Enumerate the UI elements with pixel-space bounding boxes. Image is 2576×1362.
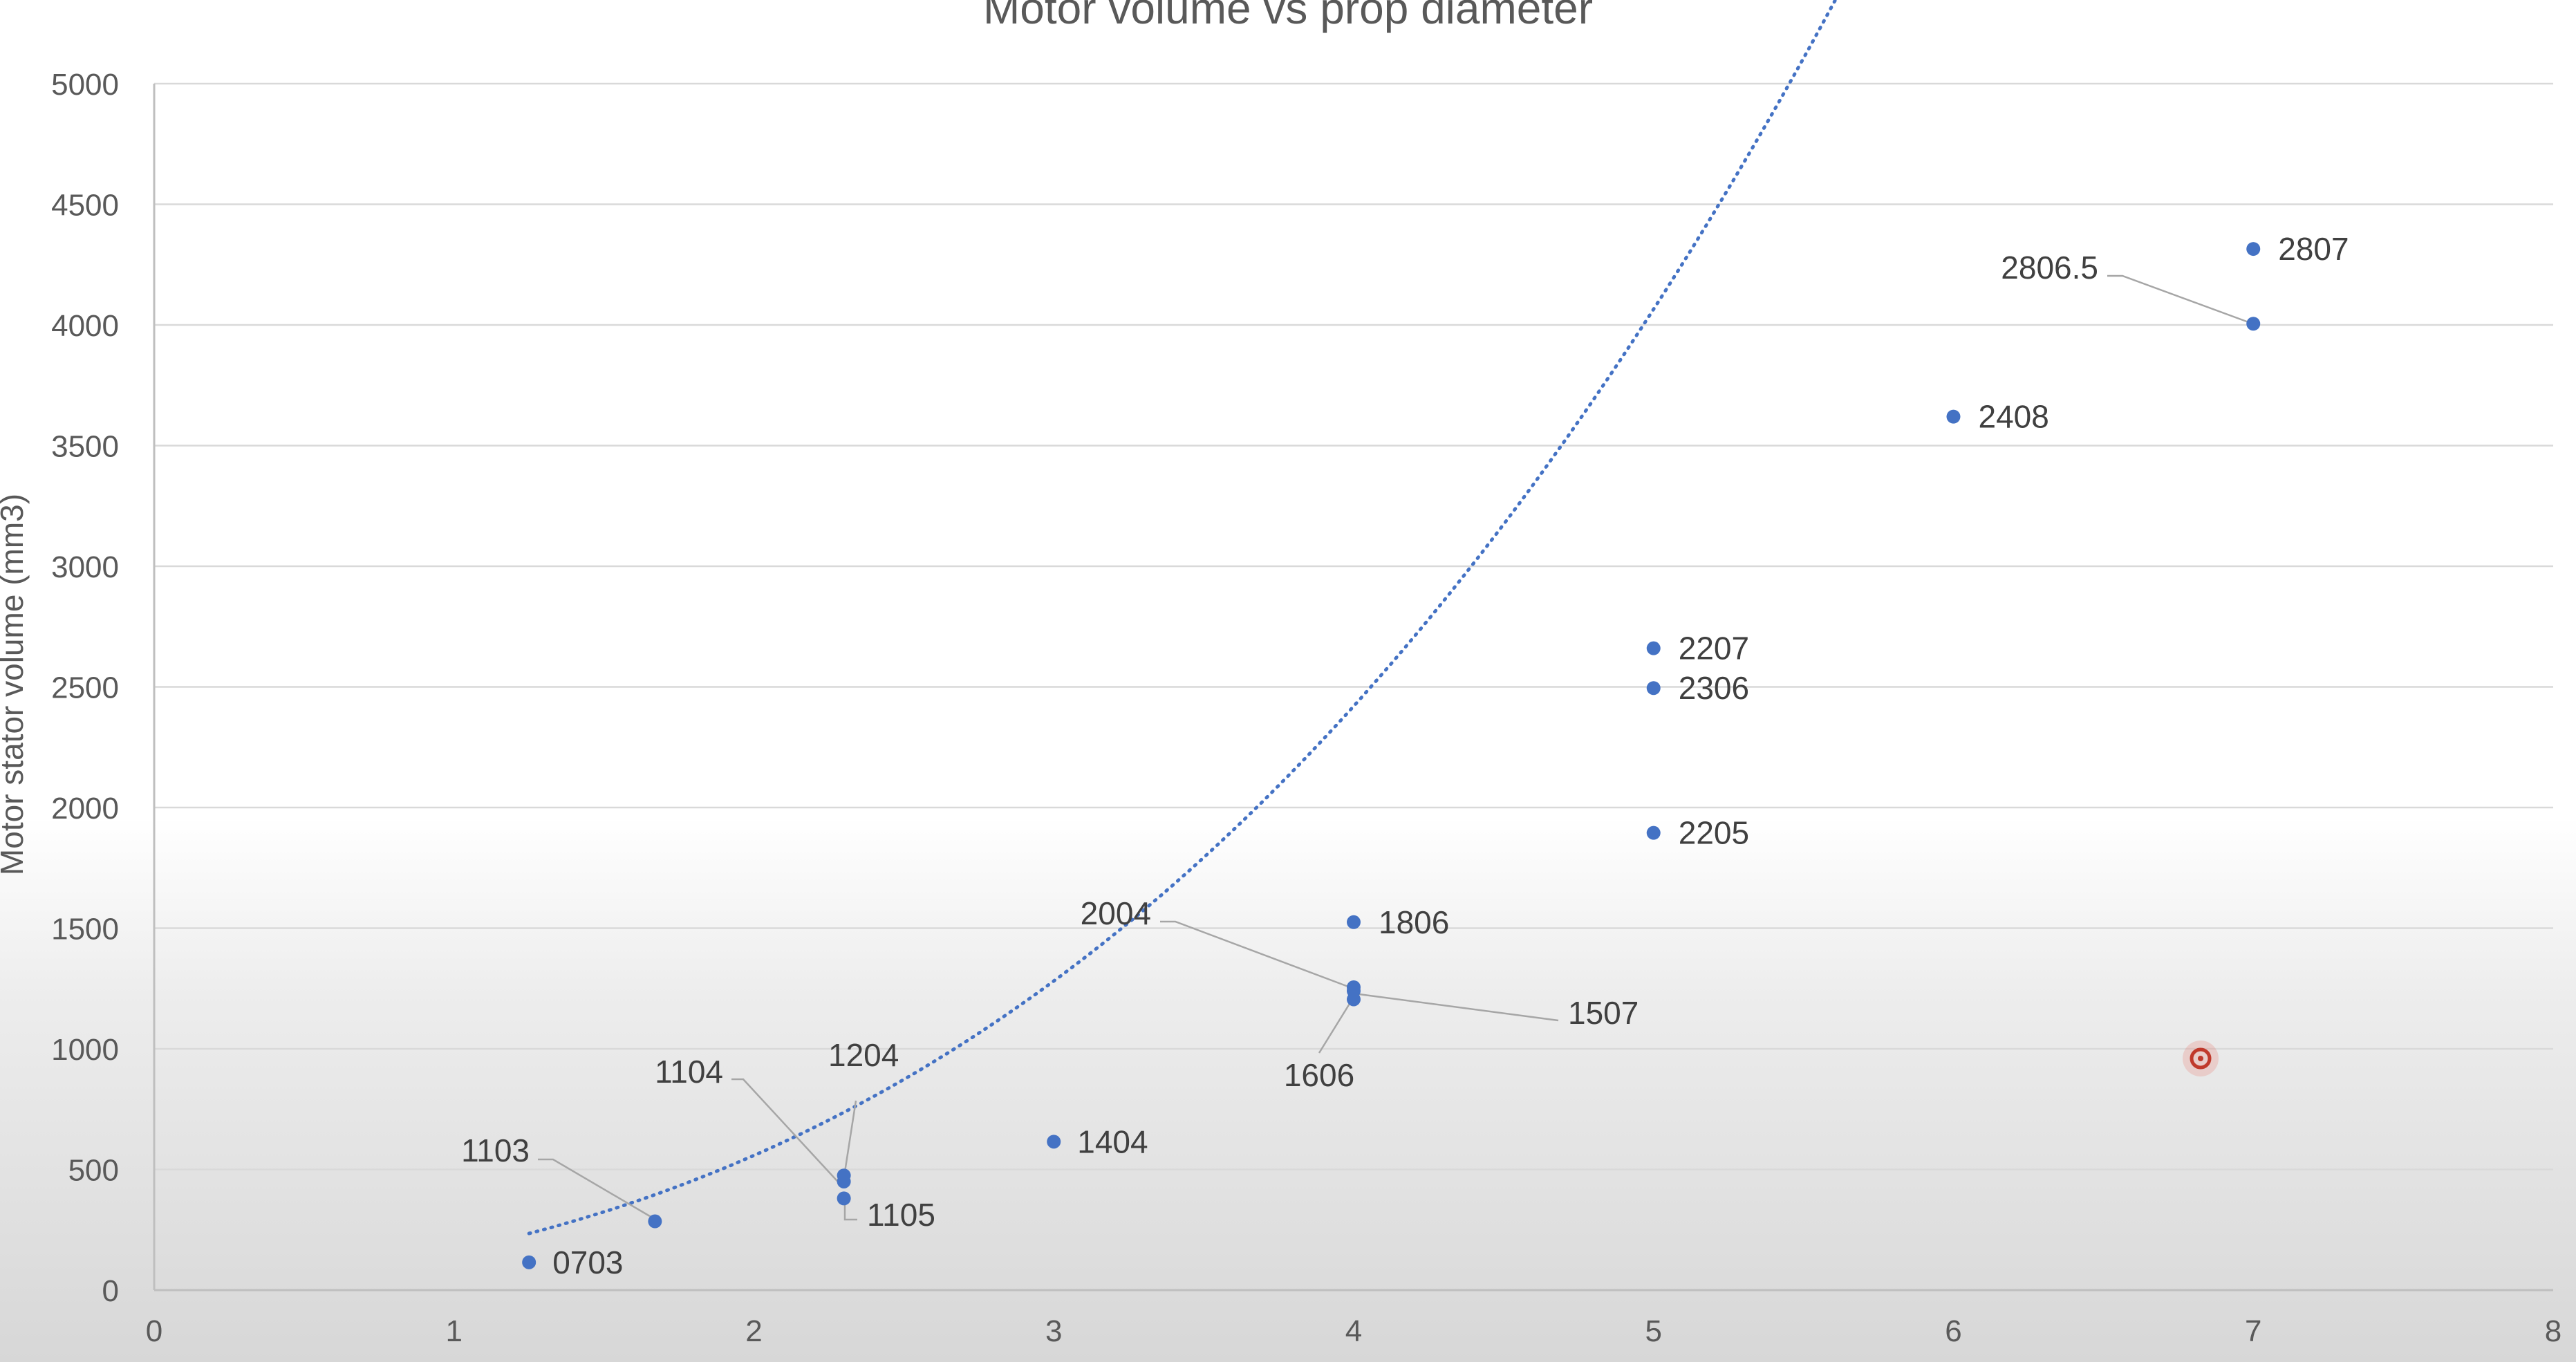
y-tick-label-3500: 3500 [51,430,119,464]
data-label-1806: 1806 [1379,904,1449,940]
y-tick-label-2500: 2500 [51,671,119,705]
data-label-2205: 2205 [1679,815,1749,851]
chart-title: Motor volume vs prop diameter [983,0,1593,33]
x-tick-label-3: 3 [1045,1314,1062,1348]
leader-line-2806.5 [2107,274,2251,324]
data-labels: 0703 1103 1104 1204 1105 1404 1806 2004 1507 1606… [461,231,2349,1280]
x-tick-label-8: 8 [2545,1314,2561,1348]
leader-line-1103 [538,1158,657,1222]
data-label-2004: 2004 [1081,895,1151,931]
data-label-1103: 1103 [461,1132,530,1168]
x-tick-label-0: 0 [146,1314,162,1348]
mouse-cursor-indicator [2183,1041,2219,1076]
y-axis-title: Motor stator volume (mm3) [0,494,30,875]
label-leader-lines [538,274,2251,1222]
x-tick-label-5: 5 [1645,1314,1662,1348]
y-tick-label-3000: 3000 [51,550,119,584]
leader-line-1104 [731,1078,844,1188]
data-point-2807 [2246,242,2261,256]
leader-line-1507 [1353,992,1559,1022]
y-tick-label-500: 500 [68,1154,119,1188]
data-points [522,242,2261,1269]
leader-line-1606 [1318,1000,1353,1054]
y-tick-label-1500: 1500 [51,913,119,946]
y-tick-label-1000: 1000 [51,1033,119,1067]
data-label-1204: 1204 [828,1037,899,1073]
tick-labels: 0 500 1000 1500 2000 2500 3000 3500 4000 4500 5000… [51,68,2561,1348]
x-tick-label-1: 1 [446,1314,463,1348]
data-label-2408: 2408 [1979,399,2049,435]
data-label-1606: 1606 [1284,1057,1354,1093]
data-point-1606 [1347,992,1361,1007]
x-tick-label-4: 4 [1345,1314,1362,1348]
data-point-2306 [1646,681,1661,696]
data-label-2807: 2807 [2278,231,2349,267]
data-label-1404: 1404 [1077,1123,1148,1159]
leader-line-1105 [843,1199,857,1221]
data-point-2408 [1946,409,1961,424]
x-tick-label-2: 2 [745,1314,762,1348]
gridlines [154,82,2553,1170]
y-tick-label-5000: 5000 [51,68,119,102]
data-point-1105 [837,1191,851,1206]
y-tick-label-4500: 4500 [51,189,119,223]
leader-line-2004 [1160,920,1354,990]
data-point-1806 [1347,915,1361,929]
data-point-1204 [837,1168,851,1183]
axes [153,84,2553,1291]
y-tick-label-2000: 2000 [51,792,119,825]
data-point-2806.5 [2246,317,2261,331]
y-tick-label-0: 0 [102,1274,119,1308]
x-tick-label-7: 7 [2245,1314,2261,1348]
leader-line-1204 [843,1100,857,1173]
data-point-2205 [1646,825,1661,840]
data-point-2207 [1646,641,1661,655]
trendline [527,0,1838,1235]
data-label-0703: 0703 [552,1244,623,1280]
data-point-1404 [1047,1135,1061,1149]
data-point-0703 [522,1255,536,1269]
data-label-2806.5: 2806.5 [2001,250,2098,286]
data-point-1103 [648,1214,662,1229]
data-label-2207: 2207 [1679,631,1749,666]
data-label-1105: 1105 [867,1197,935,1233]
data-label-1104: 1104 [655,1054,723,1090]
data-label-2306: 2306 [1679,670,1749,706]
y-tick-label-4000: 4000 [51,309,119,343]
x-tick-label-6: 6 [1945,1314,1961,1348]
data-label-1507: 1507 [1568,995,1639,1031]
